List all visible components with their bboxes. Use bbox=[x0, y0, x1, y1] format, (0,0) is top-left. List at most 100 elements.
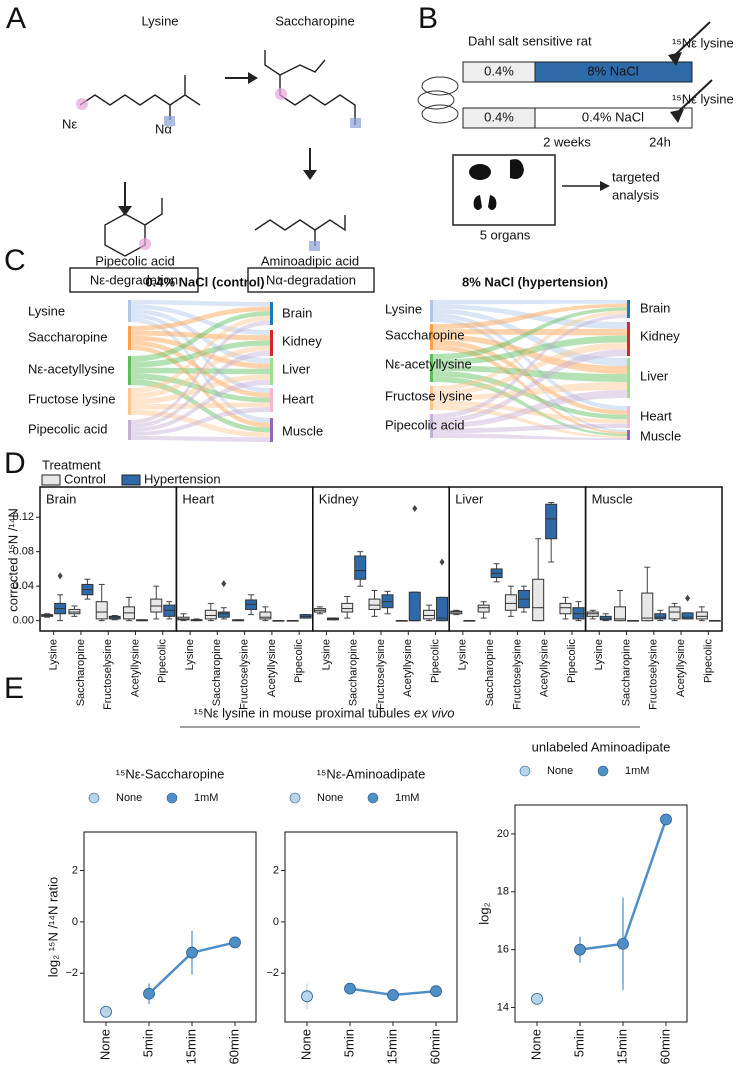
highlight bbox=[275, 88, 287, 100]
x-tick-label: Lysine bbox=[48, 639, 60, 670]
box bbox=[204, 609, 217, 620]
y-tick-label: −2 bbox=[266, 967, 279, 979]
highlight bbox=[309, 241, 320, 251]
x-tick-label: 5min bbox=[341, 1029, 356, 1057]
y-tick-label: 0.00 bbox=[13, 615, 34, 627]
sankey-flow bbox=[130, 340, 270, 368]
box bbox=[354, 555, 367, 580]
sankey-node bbox=[270, 302, 273, 325]
label: Pipecolic acid bbox=[95, 253, 175, 268]
structure bbox=[264, 50, 356, 125]
sankey-flow bbox=[130, 407, 270, 436]
y-tick-label: 0 bbox=[273, 916, 279, 928]
sankey-flow bbox=[432, 376, 627, 436]
sankey-flow bbox=[432, 304, 627, 329]
y-axis-label: log₂ ¹⁵N /¹⁴N ratio bbox=[45, 877, 60, 978]
sankey-flow bbox=[432, 423, 627, 434]
chart-title: unlabeled Aminoadipate bbox=[532, 739, 671, 754]
sankey-flow bbox=[432, 308, 627, 366]
legend-swatch bbox=[41, 474, 61, 486]
sankey-node bbox=[128, 420, 131, 440]
point bbox=[229, 936, 241, 949]
facet-title: Muscle bbox=[592, 491, 633, 506]
x-tick-label: Acetyllysine bbox=[402, 639, 414, 697]
x-tick-label: Pipecolic bbox=[293, 639, 305, 684]
sankey-node bbox=[128, 356, 131, 385]
x-tick-label: 15min bbox=[183, 1029, 198, 1064]
sankey-source-label: Nε-acetyllysine bbox=[385, 356, 472, 371]
label: 0.4% NaCl bbox=[582, 109, 644, 124]
y-tick-label: 0 bbox=[72, 916, 78, 928]
y-tick-label: 2 bbox=[72, 864, 78, 876]
sankey-source-label: Lysine bbox=[28, 303, 65, 318]
sankey-flow bbox=[130, 315, 270, 394]
plot-frame bbox=[83, 831, 257, 1023]
panel-a: Lysine Nε Nα Pipecolic acid Nε-degradati… bbox=[62, 13, 375, 293]
point bbox=[100, 1005, 112, 1018]
point bbox=[143, 987, 155, 1000]
sankey-target-label: Liver bbox=[640, 368, 669, 383]
box bbox=[408, 591, 421, 622]
point bbox=[617, 937, 629, 950]
bond bbox=[184, 94, 201, 106]
y-tick-label: 0.12 bbox=[13, 511, 34, 523]
x-tick-label: Pipecolic bbox=[157, 639, 169, 684]
sankey-flow bbox=[432, 317, 627, 432]
x-tick-label: 15min bbox=[614, 1029, 629, 1064]
arrowhead bbox=[600, 181, 610, 191]
legend-label: Hypertension bbox=[144, 471, 221, 486]
sankey-flow bbox=[432, 307, 627, 360]
label: 2 weeks bbox=[543, 134, 591, 149]
panel-letter: A bbox=[6, 2, 26, 35]
y-tick-label: 2 bbox=[273, 864, 279, 876]
sankey-node bbox=[270, 330, 273, 356]
label: Nα bbox=[155, 121, 172, 136]
sankey-node bbox=[627, 322, 630, 356]
bar-segment bbox=[534, 61, 693, 83]
sankey-node bbox=[430, 386, 433, 410]
sankey-flow bbox=[130, 306, 270, 331]
y-tick-label: 0.08 bbox=[13, 546, 34, 558]
box bbox=[614, 606, 627, 622]
sankey-node bbox=[430, 354, 433, 382]
label: 8% NaCl bbox=[587, 63, 638, 78]
legend-label: None bbox=[547, 765, 573, 777]
x-tick-label: None bbox=[298, 1029, 313, 1060]
sankey-flow bbox=[130, 335, 270, 369]
panel-letter: E bbox=[4, 672, 24, 705]
label: Nε bbox=[62, 116, 77, 131]
sankey-flow bbox=[130, 379, 270, 432]
sankey-flow bbox=[432, 405, 627, 438]
box bbox=[681, 612, 694, 620]
facet-title: Heart bbox=[182, 491, 214, 506]
outlier bbox=[57, 572, 63, 580]
box bbox=[341, 602, 354, 613]
sankey-node bbox=[270, 418, 273, 442]
label: Nα-degradation bbox=[266, 272, 356, 287]
sankey-flow bbox=[130, 436, 270, 442]
sankey-flow bbox=[432, 339, 627, 415]
syringe bbox=[674, 21, 713, 114]
x-tick-label: Acetyllysine bbox=[539, 639, 551, 697]
plot-frame bbox=[514, 804, 688, 1023]
structure bbox=[104, 213, 146, 257]
x-tick-label: Fructoselysine bbox=[511, 639, 523, 710]
box bbox=[532, 578, 545, 622]
label: Aminoadipic acid bbox=[261, 253, 359, 268]
sankey-node bbox=[128, 326, 131, 350]
x-tick-label: Saccharopine bbox=[211, 639, 223, 706]
sankey-node bbox=[627, 300, 630, 318]
sankey-flow bbox=[130, 313, 270, 393]
box bbox=[259, 611, 272, 620]
x-tick-label: Saccharopine bbox=[348, 639, 360, 706]
label: 24h bbox=[649, 134, 671, 149]
point bbox=[186, 946, 198, 959]
sankey-node bbox=[430, 324, 433, 350]
box bbox=[599, 615, 612, 621]
point bbox=[344, 982, 356, 995]
arrowhead bbox=[670, 109, 684, 123]
arrowhead bbox=[248, 72, 258, 84]
outlier bbox=[221, 580, 227, 588]
legend-label: Control bbox=[64, 471, 106, 486]
